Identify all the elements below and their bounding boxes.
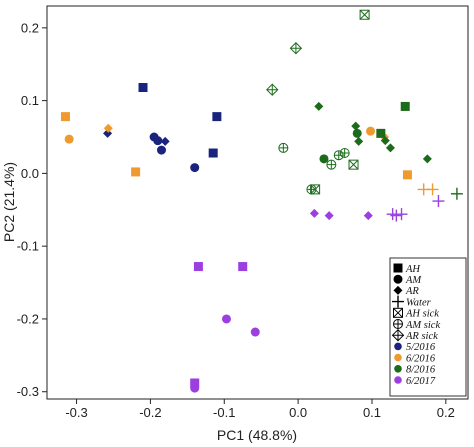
data-point-water [432,195,445,208]
data-point-ah [402,170,412,180]
legend-label: 8/2016 [406,365,436,376]
data-point-am-sick [278,142,289,153]
data-point-ah [208,148,218,158]
data-point-ar-sick [266,83,279,96]
data-point-am-sick [333,150,344,161]
data-point-ah [376,128,386,138]
legend-marker-ar-sick [391,328,405,342]
data-point-ah [238,262,248,272]
legend-label: AR sick [405,331,438,342]
y-axis: -0.3 -0.2 -0.1 0.0 0.1 0.2 [17,20,47,399]
data-point-ar [380,136,390,146]
legend-label: 6/2016 [406,353,436,364]
data-point-water [390,209,403,222]
data-point-am [250,327,260,337]
data-point-ar [363,211,373,221]
legend-marker-ah [393,263,403,273]
x-tick-label: 0.0 [289,405,307,420]
legend-color-swatch [394,342,402,351]
data-point-ar [103,123,113,133]
legend-color-swatch [394,365,402,373]
y-tick-label: 0.0 [21,166,39,181]
data-point-ah [400,101,410,111]
data-point-ah-sick [359,9,370,20]
y-tick-label: -0.2 [17,311,39,326]
data-point-ah [193,262,203,272]
data-point-am-sick [306,184,317,195]
data-point-ar [160,136,170,146]
data-point-am [153,136,163,146]
data-point-ar [354,136,364,146]
legend-marker-water [392,295,404,308]
data-point-ar [309,208,319,218]
x-tick-label: 0.2 [437,405,455,420]
legend-marker-ar [393,285,403,295]
data-point-water [395,208,408,221]
data-point-am [190,383,200,393]
legend-label: AH [405,264,421,275]
data-point-am [64,134,74,144]
x-axis: -0.3 -0.2 -0.1 0.0 0.1 0.2 [65,399,455,420]
data-point-am [221,314,231,324]
data-point-am [366,126,376,136]
data-point-ah [60,112,70,122]
legend-color-swatch [394,376,402,384]
y-axis-title: PC2 (21.4%) [1,162,17,242]
legend-label: AM [405,275,422,286]
legend-marker-am [393,274,403,284]
data-point-ar-sick [289,42,303,55]
legend-label: Water [406,297,432,308]
x-tick-label: -0.2 [139,405,161,420]
data-point-am-sick [326,159,337,170]
data-point-am [190,163,200,173]
data-point-ah-sick [348,159,359,170]
legend-marker-ah-sick [393,307,403,318]
data-point-ar [314,101,324,111]
x-tick-label: -0.1 [213,405,235,420]
plot-frame [46,5,469,400]
data-point-water [426,183,439,196]
data-point-ar [324,211,334,221]
x-axis-title: PC1 (48.8%) [217,427,297,443]
data-point-am [319,154,329,164]
data-point-ah [131,167,141,177]
y-tick-label: -0.1 [17,239,39,254]
data-point-water [450,187,463,200]
legend-label: AM sick [405,320,440,331]
data-point-ar [422,154,432,164]
x-tick-label: 0.1 [363,405,381,420]
data-points [60,9,463,393]
data-point-ah [212,112,222,122]
y-tick-label: 0.1 [21,93,39,108]
data-point-am-sick [339,148,350,159]
legend-label: AR [405,286,419,297]
x-tick-label: -0.3 [65,405,87,420]
data-point-am [156,145,166,155]
legend-label: 6/2017 [406,376,436,387]
y-tick-label: 0.2 [21,20,39,35]
legend-box [389,257,467,397]
legend-label: AH sick [405,309,439,320]
data-point-ah [190,378,200,388]
data-point-am [352,128,362,138]
y-tick-label: -0.3 [17,384,39,399]
data-point-ar [385,143,395,153]
data-point-ar [351,121,361,131]
legend-marker-am-sick [393,319,403,329]
legend-label: 5/2016 [406,342,436,353]
data-point-ah [138,83,148,93]
legend-color-swatch [394,353,402,362]
